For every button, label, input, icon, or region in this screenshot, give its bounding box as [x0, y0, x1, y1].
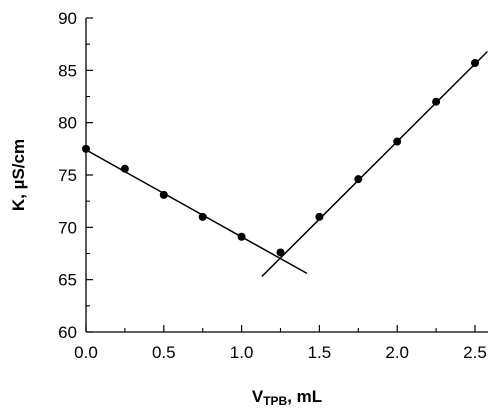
fit-lines — [85, 50, 488, 278]
x-axis-title: VTPB, mL — [252, 387, 322, 408]
x-tick-label: 2.5 — [463, 343, 487, 362]
y-tick-label: 85 — [58, 61, 77, 80]
data-point — [354, 175, 363, 184]
data-point — [198, 212, 207, 221]
data-point — [237, 232, 246, 241]
y-axis-ticks: 60 65 70 75 80 85 90 — [58, 9, 93, 342]
data-points — [82, 59, 479, 257]
y-tick-label: 60 — [58, 323, 77, 342]
data-point — [120, 164, 129, 173]
fit-line-2 — [261, 50, 488, 278]
plot-frame — [85, 18, 488, 333]
x-tick-label: 1.5 — [308, 343, 332, 362]
y-axis-title: K, µS/cm — [9, 139, 28, 211]
y-tick-label: 75 — [58, 166, 77, 185]
y-tick-label: 70 — [58, 218, 77, 237]
x-tick-label: 1.0 — [230, 343, 254, 362]
y-tick-label: 90 — [58, 9, 77, 28]
x-axis-ticks: 0.0 0.5 1.0 1.5 2.0 2.5 — [74, 325, 487, 362]
data-point — [471, 59, 479, 68]
data-point — [276, 248, 285, 257]
x-tick-label: 2.0 — [385, 343, 409, 362]
y-tick-label: 65 — [58, 271, 77, 290]
data-point — [432, 97, 441, 106]
data-point — [159, 190, 168, 199]
data-point — [315, 212, 324, 221]
data-point — [393, 137, 402, 146]
y-tick-label: 80 — [58, 114, 77, 133]
x-tick-label: 0.0 — [74, 343, 98, 362]
x-tick-label: 0.5 — [152, 343, 176, 362]
fit-line-1 — [85, 149, 308, 275]
